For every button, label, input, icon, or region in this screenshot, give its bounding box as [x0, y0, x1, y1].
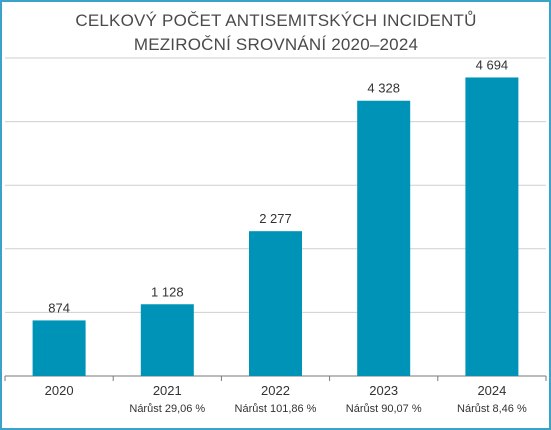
growth-label-2022: Nárůst 101,86 % [235, 403, 317, 415]
category-label-2024: 2024 [477, 383, 506, 398]
category-label-2022: 2022 [261, 383, 290, 398]
bar-2023 [357, 100, 411, 376]
value-label-2020: 874 [48, 300, 70, 315]
growth-label-2023: Nárůst 90,07 % [346, 403, 422, 415]
value-label-2022: 2 277 [259, 211, 292, 226]
bar-2024 [465, 77, 519, 376]
growth-label-2021: Nárůst 29,06 % [129, 403, 205, 415]
category-label-2020: 2020 [45, 383, 74, 398]
bars [32, 77, 519, 376]
gridlines [4, 57, 547, 381]
bar-2021 [140, 304, 194, 376]
bar-2022 [249, 231, 302, 376]
category-label-2023: 2023 [369, 383, 398, 398]
bar-2020 [32, 320, 86, 376]
value-label-2023: 4 328 [367, 81, 400, 96]
chart-subtitle: MEZIROČNÍ SROVNÁNÍ 2020–2024 [134, 35, 418, 54]
value-label-2024: 4 694 [476, 57, 509, 72]
chart-title: CELKOVÝ POČET ANTISEMITSKÝCH INCIDENTŮ [75, 11, 476, 30]
category-label-2021: 2021 [153, 383, 182, 398]
growth-label-2024: Nárůst 8,46 % [457, 403, 527, 415]
value-label-2021: 1 128 [151, 284, 184, 299]
labels: 874 2020 1 128 2021 Nárůst 29,06 % 2 277 2022 N… [45, 57, 527, 415]
